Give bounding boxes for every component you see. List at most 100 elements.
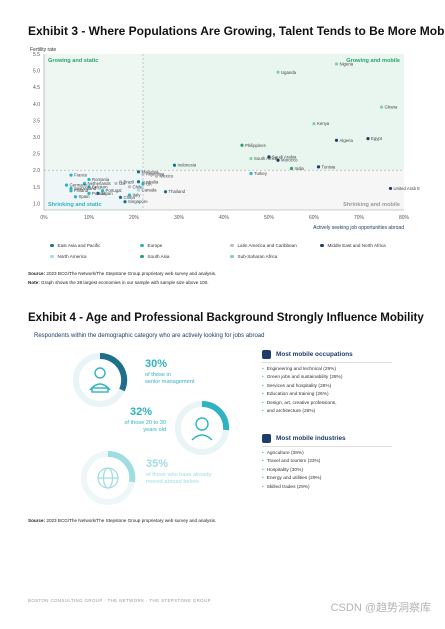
data-point-finland [69,189,73,193]
point-label: Philippines [245,143,266,148]
industry-item-0: Agriculture (38%) [262,450,321,458]
point-label: France [74,173,88,178]
data-point-kenya [312,122,316,126]
point-label: China [124,195,136,200]
data-point-uganda [276,70,280,74]
point-label: Singapore [128,199,148,204]
exhibit4-subtitle: Respondents within the demographic categ… [34,333,265,339]
industry-item-4: Skilled trades (29%) [262,484,321,492]
occupation-item-3: Education and training (26%) [262,391,342,399]
point-label: Switzerland [74,186,97,191]
legend-item: East Asia and Pacific [50,240,140,251]
point-label: United Arab Emirates [394,186,421,191]
data-point-turkey [249,171,253,176]
point-label: Argentina [146,172,165,177]
point-label: Malaysia [142,169,160,174]
occupation-item-5: and architecture (26%) [262,408,342,416]
quadrant-bottom-left [44,170,143,210]
stat-abroad-pct: 35% [146,458,169,470]
stat-age-caption: of those 20 to 30 years old [124,420,166,434]
stat-abroad-caption: of those who have already moved abroad be… [146,472,212,486]
point-label: Nigeria [340,61,354,66]
y-tick-label: 1.0 [33,201,40,207]
legend-swatch [230,254,234,259]
data-point-algeria [334,138,339,142]
occupation-item-4: Design, art, creative professions, [262,400,342,408]
point-label: Finland [74,188,89,193]
occupations-list: Engineering and technical (29%)Green job… [262,366,343,416]
exhibit3-title: Exhibit 3 - Where Populations Are Growin… [28,24,445,38]
legend-item: North America [50,251,140,262]
point-label: India [295,166,305,171]
legend-label: Latin America and Caribbean [237,243,297,248]
legend-item: South Asia [140,251,230,262]
manager-icon [89,367,111,393]
briefcase-icon [262,350,271,359]
y-tick-label: 2.0 [33,168,40,174]
x-tick-label: 50% [264,215,275,221]
data-point-egypt [366,137,370,141]
data-point-argentina [141,172,145,176]
y-tick-label: 4.5 [33,85,40,91]
data-point-nigeria [334,62,339,66]
x-tick-label: 40% [219,215,230,221]
exhibit4-title: Exhibit 4 - Age and Professional Backgro… [28,312,424,324]
x-tick-label: 30% [174,215,185,221]
y-tick-label: 1.5 [33,185,40,191]
data-point-indonesia [172,163,177,167]
legend-label: South Asia [147,254,170,259]
data-point-spain [73,195,78,199]
data-point-brazil [118,180,123,184]
point-label: Kenya [317,121,330,126]
globe-icon [97,467,119,489]
data-point-south-africa [249,156,253,161]
data-point-thailand [163,190,168,194]
y-tick-label: 3.0 [33,135,40,141]
industries-list: Agriculture (38%)Travel and tourism (33%… [262,450,322,492]
point-label: Brazil [124,179,135,184]
point-label: UK [146,182,152,187]
industry-item-3: Energy and utilities (29%) [262,475,322,483]
data-point-italy [127,193,132,197]
quadrant-label: Shrinking and static [48,202,101,208]
data-point-switzerland [69,186,73,191]
exhibit4-source: Source: 2023 BCG/The Network/The Stepsto… [28,518,217,523]
x-tick-label: 10% [84,215,95,221]
occupations-header: Most mobile occupations [262,350,353,359]
industry-item-2: Hospitality (30%) [262,467,321,475]
industry-item-1: Travel and tourism (33%) [262,458,321,466]
legend-swatch [320,243,324,248]
occupation-item-2: Services and hospitality (28%) [262,383,342,391]
x-tick-label: 80% [399,215,410,221]
point-label: Canada [142,188,158,193]
x-tick-label: 60% [309,215,320,221]
data-point-netherlands [82,181,87,186]
data-point-romania [87,177,91,182]
data-point-saudi-arabia [267,155,271,159]
point-label: Australia [142,179,159,184]
page-footer: BOSTON CONSULTING GROUP · THE NETWORK · … [28,598,211,603]
point-label: Egypt [371,136,383,141]
data-point-belgium [87,185,91,189]
stat-age-pct: 32% [130,406,153,418]
x-tick-label: 0% [40,215,48,221]
y-tick-label: 2.5 [33,152,40,158]
exhibit3-note: Note: Graph shows the 38 largest economi… [28,280,209,285]
quadrant-label: Growing and mobile [346,58,400,64]
point-label: Italy [133,193,142,198]
data-point-poland [87,191,91,196]
y-tick-label: 5.0 [33,69,40,75]
legend-swatch [50,254,54,259]
data-point-singapore [123,200,127,204]
senior-manager-ring [73,352,128,407]
point-label: Mexico [160,174,174,179]
moved-abroad-ring [81,450,136,505]
point-label: Portugal [106,188,122,193]
point-label: Poland [92,191,106,196]
quadrant-label: Shrinking and mobile [343,202,400,208]
point-label: Turkey [254,171,268,176]
legend-item: Sub-Saharan Africa [230,251,320,262]
watermark: CSDN @趋势洞察库 [330,602,431,614]
y-tick-label: 4.0 [33,102,40,108]
point-label: Morocco [281,158,298,163]
